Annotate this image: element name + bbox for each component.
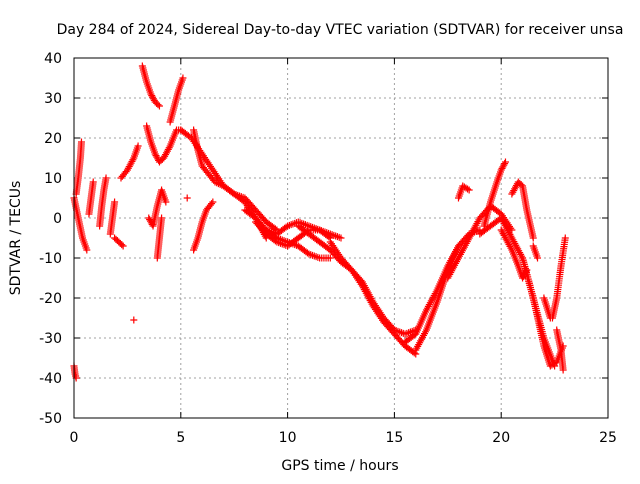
data-point <box>158 214 166 222</box>
data-point <box>529 234 537 242</box>
data-point <box>464 185 472 193</box>
y-tick-label: -50 <box>39 411 62 427</box>
y-tick-label: 20 <box>44 131 62 147</box>
series-track-ae <box>508 178 537 242</box>
series-track-aa <box>454 182 473 202</box>
data-point <box>145 214 153 222</box>
series-track-af <box>519 254 567 370</box>
series-track-o <box>183 194 191 202</box>
data-point <box>165 144 173 152</box>
data-point <box>152 152 160 160</box>
chart-title: Day 284 of 2024, Sidereal Day-to-day VTE… <box>57 22 624 38</box>
data-point <box>208 200 216 208</box>
data-point <box>151 150 159 158</box>
series-track-d <box>85 178 97 218</box>
series-track-m <box>153 214 166 262</box>
data-point <box>147 90 155 98</box>
data-point <box>102 174 110 182</box>
data-point <box>162 198 170 206</box>
x-tick-label: 20 <box>492 430 510 446</box>
data-point <box>89 178 97 186</box>
series-track-h <box>117 142 142 182</box>
data-points <box>70 62 569 382</box>
axis-ticks: 0 5 10 15 20 25 -50 -40 -30 -20 -10 0 10 20 30 40 <box>39 51 617 446</box>
series-track-w <box>326 238 420 358</box>
series-track-l <box>145 186 170 230</box>
data-point <box>148 92 156 100</box>
data-point <box>501 158 509 166</box>
y-tick-label: -10 <box>39 251 62 267</box>
x-tick-label: 10 <box>279 430 297 446</box>
data-point <box>153 153 161 161</box>
y-tick-label: 0 <box>53 211 62 227</box>
x-tick-label: 25 <box>599 430 617 446</box>
data-point <box>499 163 507 171</box>
series-track-j <box>138 62 163 110</box>
data-point <box>119 242 127 250</box>
series-track-k <box>143 122 185 166</box>
y-tick-label: -40 <box>39 371 62 387</box>
data-point <box>465 186 473 194</box>
data-point <box>214 180 222 188</box>
series-track-r <box>190 198 217 254</box>
data-point <box>534 254 542 262</box>
data-point <box>154 101 162 109</box>
data-point <box>209 198 217 206</box>
series-track-u <box>262 226 334 262</box>
series-track-e <box>96 174 110 230</box>
series-track-i <box>130 316 138 324</box>
data-point <box>498 164 506 172</box>
y-tick-label: -20 <box>39 291 62 307</box>
series-track-f <box>106 198 119 238</box>
series-track-c <box>70 362 80 382</box>
data-point <box>500 161 508 169</box>
data-point <box>149 93 157 101</box>
plot-frame <box>73 57 609 419</box>
series-track-aj <box>553 326 567 374</box>
data-point <box>155 102 163 110</box>
data-point <box>213 179 221 187</box>
x-tick-label: 15 <box>385 430 403 446</box>
data-point <box>561 234 569 242</box>
y-tick-label: 40 <box>44 51 62 67</box>
data-point <box>118 241 126 249</box>
data-point <box>83 246 91 254</box>
data-point <box>179 74 187 82</box>
series-track-z <box>444 202 516 282</box>
data-point <box>77 138 85 146</box>
data-point <box>326 254 334 262</box>
data-point <box>559 366 567 374</box>
x-axis-label: GPS time / hours <box>281 458 398 474</box>
data-point <box>519 274 527 282</box>
series-track-a <box>70 194 91 254</box>
data-point <box>216 180 224 188</box>
data-point <box>497 166 505 174</box>
data-point <box>501 160 509 168</box>
series-track-g <box>111 234 127 250</box>
data-point <box>130 316 138 324</box>
data-point <box>211 178 219 186</box>
y-tick-label: 30 <box>44 91 62 107</box>
y-tick-label: -30 <box>39 331 62 347</box>
y-axis-label: SDTVAR / TECUs <box>8 181 24 296</box>
data-point <box>129 156 137 164</box>
series-track-n <box>166 74 187 126</box>
data-point <box>134 142 142 150</box>
series-track-b <box>72 138 85 198</box>
series-track-y <box>412 226 484 354</box>
data-point <box>111 198 119 206</box>
data-point <box>337 234 345 242</box>
data-point <box>149 95 157 103</box>
series-track-ag <box>529 242 542 262</box>
x-tick-label: 5 <box>176 430 185 446</box>
data-point <box>183 194 191 202</box>
series-track-ai <box>548 234 569 322</box>
y-tick-label: 10 <box>44 171 62 187</box>
series-track-ab <box>480 158 509 230</box>
x-tick-label: 0 <box>70 430 79 446</box>
